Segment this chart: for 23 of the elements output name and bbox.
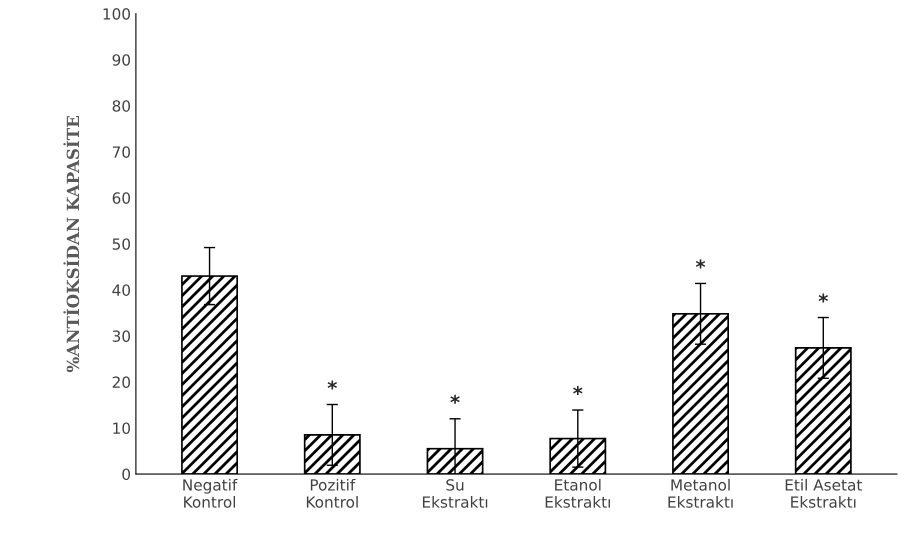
y-tick-label: 20	[112, 376, 130, 388]
y-tick-label: 70	[112, 146, 130, 158]
y-tick-label: 10	[113, 422, 130, 434]
y-tick-label: 90	[112, 54, 130, 66]
annotation: *	[328, 380, 337, 390]
annotation: *	[696, 259, 706, 268]
y-tick-label: 60	[112, 192, 130, 204]
x-tick-label: Etanol Ekstraktı	[546, 478, 610, 508]
y-tick-label: 100	[104, 8, 130, 20]
y-tick-label: 80	[112, 100, 130, 112]
x-tick-label: Pozitif Kontrol	[306, 478, 358, 508]
annotation: *	[450, 394, 460, 404]
x-tick-label: Su Ekstraktı	[422, 479, 488, 508]
y-tick-label: 30	[112, 330, 130, 342]
annotation: *	[573, 386, 582, 396]
x-tick-label: Metanol Ekstraktı	[668, 478, 733, 508]
y-tick-label: 50	[112, 238, 130, 250]
y-tick-label: 0	[122, 468, 130, 480]
y-tick-label: 40	[112, 284, 130, 296]
x-tick-label: Negatif Kontrol	[183, 478, 238, 508]
annotation: *	[818, 293, 828, 303]
y-axis-title: %ANTİOKSİDAN KAPASİTE	[63, 116, 80, 372]
x-tick-label: Etil Asetat Ekstraktı	[786, 478, 862, 508]
